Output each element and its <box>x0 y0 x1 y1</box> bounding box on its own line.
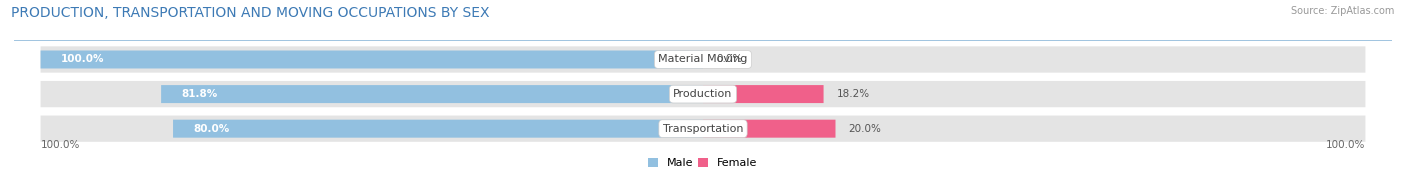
FancyBboxPatch shape <box>41 46 1365 73</box>
Text: 0.0%: 0.0% <box>716 54 742 64</box>
Text: 20.0%: 20.0% <box>849 124 882 134</box>
Legend: Male, Female: Male, Female <box>648 158 758 169</box>
Text: Material Moving: Material Moving <box>658 54 748 64</box>
FancyBboxPatch shape <box>703 120 835 138</box>
Text: 100.0%: 100.0% <box>41 140 80 150</box>
Text: 100.0%: 100.0% <box>1326 140 1365 150</box>
Text: PRODUCTION, TRANSPORTATION AND MOVING OCCUPATIONS BY SEX: PRODUCTION, TRANSPORTATION AND MOVING OC… <box>11 6 489 20</box>
FancyBboxPatch shape <box>173 120 703 138</box>
Text: 81.8%: 81.8% <box>181 89 218 99</box>
FancyBboxPatch shape <box>703 85 824 103</box>
Text: Production: Production <box>673 89 733 99</box>
FancyBboxPatch shape <box>41 51 703 68</box>
Text: Transportation: Transportation <box>662 124 744 134</box>
Text: 18.2%: 18.2% <box>837 89 870 99</box>
Text: 80.0%: 80.0% <box>193 124 229 134</box>
FancyBboxPatch shape <box>41 81 1365 107</box>
Text: 100.0%: 100.0% <box>60 54 104 64</box>
FancyBboxPatch shape <box>41 115 1365 142</box>
Text: Source: ZipAtlas.com: Source: ZipAtlas.com <box>1291 6 1395 16</box>
FancyBboxPatch shape <box>162 85 703 103</box>
